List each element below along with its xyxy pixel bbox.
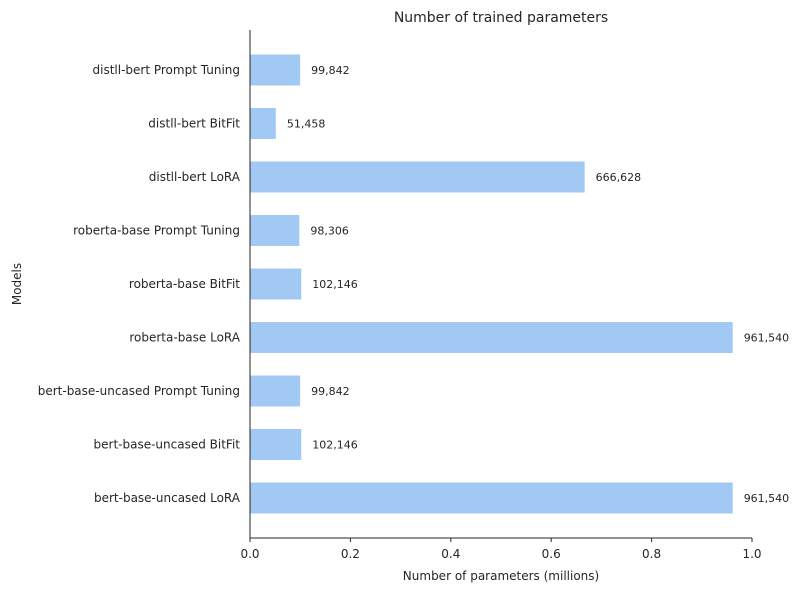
bar-data-label: 666,628 — [596, 171, 642, 184]
y-tick-label: bert-base-uncased LoRA — [94, 491, 241, 505]
bar — [250, 482, 733, 514]
bar — [250, 429, 302, 460]
x-tick-label: 0.0 — [240, 547, 259, 561]
bar-data-label: 961,540 — [744, 332, 790, 345]
bar — [250, 54, 301, 86]
bar — [250, 322, 733, 353]
bar — [250, 108, 276, 139]
y-tick-label: bert-base-uncased BitFit — [94, 438, 241, 452]
bar-data-label: 99,842 — [311, 385, 350, 398]
bars-group — [250, 54, 733, 514]
y-axis-label: Models — [10, 263, 24, 305]
bar — [250, 268, 302, 300]
bar-data-label: 961,540 — [744, 492, 790, 505]
y-tick-label: distll-bert BitFit — [148, 117, 240, 131]
bar — [250, 161, 585, 193]
y-tick-label: roberta-base BitFit — [129, 277, 240, 291]
x-tick-label: 0.2 — [341, 547, 360, 561]
y-axis-ticks: distll-bert Prompt Tuning distll-bert Bit… — [38, 63, 241, 505]
bar-data-label: 51,458 — [287, 118, 326, 131]
y-tick-label: roberta-base LoRA — [129, 331, 240, 345]
y-tick-label: distll-bert Prompt Tuning — [93, 63, 241, 77]
bar-data-label: 98,306 — [310, 225, 349, 238]
x-tick-label: 0.8 — [642, 547, 661, 561]
x-axis-ticks: 0.0 0.2 0.4 0.6 0.8 1.0 — [240, 538, 762, 561]
bar-data-label: 99,842 — [311, 64, 350, 77]
x-tick-label: 0.6 — [542, 547, 561, 561]
bar-data-label: 102,146 — [312, 278, 358, 291]
bar — [250, 215, 300, 246]
y-tick-label: distll-bert LoRA — [149, 170, 241, 184]
bar-data-label: 102,146 — [312, 439, 358, 452]
data-labels-group: 99,842 51,458 666,628 98,306 102,146 961,540 9… — [287, 64, 789, 505]
chart-title: Number of trained parameters — [394, 10, 608, 26]
y-tick-label: roberta-base Prompt Tuning — [73, 224, 240, 238]
x-tick-label: 1.0 — [742, 547, 761, 561]
x-tick-label: 0.4 — [441, 547, 460, 561]
bar — [250, 375, 301, 407]
x-axis-label: Number of parameters (millions) — [403, 569, 599, 583]
y-tick-label: bert-base-uncased Prompt Tuning — [38, 384, 240, 398]
